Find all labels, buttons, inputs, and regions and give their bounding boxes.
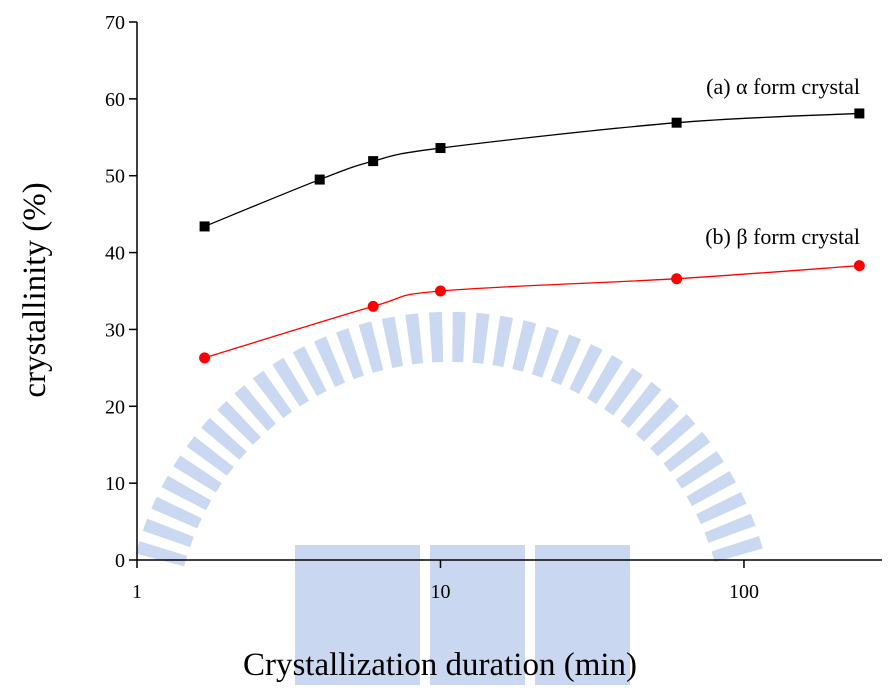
marker xyxy=(671,273,682,284)
marker xyxy=(200,221,210,231)
marker xyxy=(315,175,325,185)
marker xyxy=(368,301,379,312)
y-tick-label: 20 xyxy=(105,396,125,418)
marker xyxy=(368,156,378,166)
marker xyxy=(435,286,446,297)
marker xyxy=(435,143,445,153)
marker xyxy=(672,118,682,128)
x-tick-label: 1 xyxy=(132,581,142,603)
series-line xyxy=(205,113,860,226)
marker xyxy=(199,352,210,363)
x-axis-label: Crystallization duration (min) xyxy=(243,647,637,683)
watermark xyxy=(160,337,740,685)
y-tick-label: 10 xyxy=(105,473,125,495)
y-tick-label: 0 xyxy=(115,550,125,572)
series-line xyxy=(205,266,860,358)
y-tick-label: 60 xyxy=(105,89,125,111)
chart: crystallinity (%) Crystallization durati… xyxy=(0,0,892,693)
marker xyxy=(854,108,864,118)
y-tick-label: 50 xyxy=(105,166,125,188)
series-label: (b) β form crystal xyxy=(705,224,860,249)
x-tick-label: 100 xyxy=(729,581,759,603)
y-tick-label: 30 xyxy=(105,319,125,341)
x-tick-label: 10 xyxy=(430,581,450,603)
y-axis-label: crystallinity (%) xyxy=(17,182,53,397)
y-tick-label: 70 xyxy=(105,12,125,34)
y-tick-label: 40 xyxy=(105,243,125,265)
marker xyxy=(854,260,865,271)
series-label: (a) α form crystal xyxy=(706,74,860,99)
